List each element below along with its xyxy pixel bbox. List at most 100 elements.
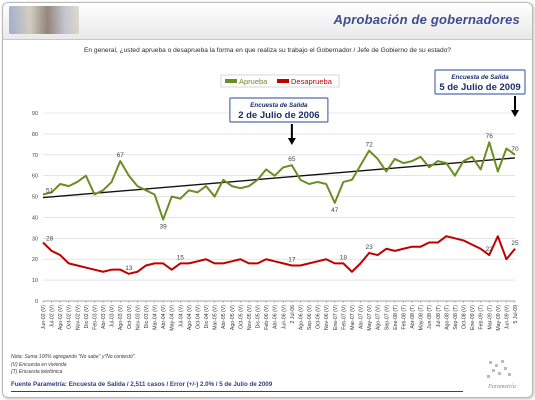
y-tick-label: 50 bbox=[32, 195, 38, 201]
x-tick-label: May-09 (V) bbox=[496, 305, 502, 331]
data-label: 47 bbox=[331, 207, 339, 214]
x-tick-label: Dic-05 (V) bbox=[256, 305, 262, 329]
x-tick-label: Dic-04 (V) bbox=[204, 305, 210, 329]
y-tick-label: 20 bbox=[32, 257, 38, 263]
data-label: 76 bbox=[486, 133, 494, 140]
parametria-logo: Parametría bbox=[487, 360, 516, 390]
x-tick-label: Ago-06 (V) bbox=[298, 305, 304, 330]
x-tick-label: Ene-08 (T) bbox=[393, 305, 399, 330]
x-tick-label: Ago-05 (V) bbox=[230, 305, 236, 330]
data-label: 28 bbox=[46, 236, 54, 243]
source-text: Fuente Parametría: Encuesta de Salida / … bbox=[11, 381, 273, 388]
x-tick-label: Jun-09 (V) bbox=[504, 305, 510, 329]
note-line: (T) Encuesta telefónica bbox=[11, 369, 63, 375]
x-tick-label: Ago-02 (V) bbox=[58, 305, 64, 330]
x-tick-label: Mar-05 (V) bbox=[213, 305, 219, 330]
x-tick-label: Nov-02 (V) bbox=[75, 305, 81, 330]
data-label: 17 bbox=[288, 256, 296, 263]
y-tick-label: 70 bbox=[32, 153, 38, 159]
data-label: 18 bbox=[340, 254, 348, 261]
x-tick-label: Ene-09 (V) bbox=[470, 305, 476, 330]
approve-series-line bbox=[42, 141, 516, 221]
x-tick-label: Feb-03 (V) bbox=[92, 305, 98, 330]
x-tick-label: Dic-03 (V) bbox=[144, 305, 150, 329]
x-tick-label: Abr-08 (T) bbox=[410, 305, 416, 329]
x-tick-label: Jul-02 (V) bbox=[50, 305, 56, 328]
footer-logo-text: Parametría bbox=[487, 384, 516, 390]
x-tick-label: Ago-07 (V) bbox=[376, 305, 382, 330]
data-label: 67 bbox=[117, 152, 125, 159]
x-tick-label: Oct-03 (V) bbox=[127, 305, 133, 329]
callout-date: 5 de Julio de 2009 bbox=[439, 82, 520, 93]
x-tick-label: Ago-03 (V) bbox=[118, 305, 124, 330]
x-tick-label: Ene-07 (V) bbox=[333, 305, 339, 330]
x-tick-label: Nov-03 (V) bbox=[135, 305, 141, 330]
x-tick-label: Oct-02 (V) bbox=[67, 305, 73, 329]
data-label: 23 bbox=[365, 244, 373, 251]
data-label: 51 bbox=[46, 187, 54, 194]
legend-label-disapprove: Desaprueba bbox=[291, 77, 333, 86]
x-tick-label: Nov-06 (V) bbox=[324, 305, 330, 330]
y-tick-label: 0 bbox=[35, 299, 38, 305]
chart-legend: Aprueba Desaprueba bbox=[220, 74, 340, 88]
x-tick-label: Abr-03 (V) bbox=[101, 305, 107, 329]
callout-title: Encuesta de Salida bbox=[451, 74, 509, 81]
note-line: Nota: Suma 100% agregando "No sabe" y"No… bbox=[11, 354, 136, 360]
data-label: 15 bbox=[177, 254, 185, 261]
note-line: (V) Encuesta en vivienda bbox=[11, 361, 67, 368]
x-tick-label: Feb-06 (V) bbox=[264, 305, 270, 330]
y-tick-label: 40 bbox=[32, 215, 38, 221]
legend-swatch-disapprove bbox=[277, 79, 289, 83]
x-tick-label: Jul-08 (T) bbox=[436, 305, 442, 327]
data-label: 39 bbox=[160, 224, 168, 231]
x-tick-label: Oct-06 (V) bbox=[316, 305, 322, 329]
y-tick-label: 80 bbox=[32, 132, 38, 138]
header-bar: Aprobación de gobernadores bbox=[3, 3, 532, 40]
x-tick-label: Jul-04 (V) bbox=[178, 305, 184, 328]
x-tick-label: Abr-04 (V) bbox=[161, 305, 167, 329]
y-tick-label: 90 bbox=[32, 111, 38, 117]
x-tick-label: Feb-07 (V) bbox=[341, 305, 347, 330]
x-tick-label: Jun-02 (V) bbox=[41, 305, 47, 329]
x-tick-label: Abr-06 (V) bbox=[273, 305, 279, 329]
data-label: 72 bbox=[365, 142, 373, 149]
x-tick-label: May-07 (V) bbox=[367, 305, 373, 331]
x-tick-label: Jun-06 (V) bbox=[281, 305, 287, 329]
x-tick-label: Oct-04 (V) bbox=[195, 305, 201, 329]
y-tick-label: 60 bbox=[32, 174, 38, 180]
legend-label-approve: Aprueba bbox=[239, 77, 268, 86]
x-tick-label: Sep-06 (V) bbox=[307, 305, 313, 330]
y-tick-label: 30 bbox=[32, 236, 38, 242]
x-tick-label: Jun-08 (T) bbox=[427, 305, 433, 329]
x-tick-label: May-04 (V) bbox=[170, 305, 176, 331]
callout-arrow-head bbox=[287, 138, 296, 145]
chart-notes: Nota: Suma 100% agregando "No sabe" y"No… bbox=[11, 354, 136, 377]
disapprove-series-line bbox=[42, 235, 516, 275]
callout-title: Encuesta de Salida bbox=[250, 102, 308, 109]
survey-question: En general, ¿usted aprueba o desaprueba … bbox=[84, 47, 451, 54]
x-tick-label: Oct-05 (V) bbox=[238, 305, 244, 329]
data-label: 70 bbox=[511, 146, 519, 153]
data-label: 13 bbox=[125, 265, 133, 272]
x-tick-label: Jul-03 (V) bbox=[110, 305, 116, 328]
x-tick-label: Feb-09 (T) bbox=[479, 305, 485, 330]
callout-date: 2 de Julio de 2006 bbox=[238, 110, 319, 121]
header-photo-collage bbox=[9, 6, 79, 34]
callout-box bbox=[434, 69, 526, 95]
data-label: 25 bbox=[511, 240, 519, 247]
x-tick-label: Abr-07 (V) bbox=[359, 305, 365, 329]
x-tick-label: Abr-05 (V) bbox=[221, 305, 227, 329]
data-label: 22 bbox=[486, 246, 494, 253]
callout-arrow-head bbox=[511, 110, 519, 117]
x-tick-label: Nov-05 (V) bbox=[247, 305, 253, 330]
x-tick-label: Ago-08 (T) bbox=[444, 305, 450, 330]
x-tick-label: 5 Jul-09 bbox=[513, 305, 519, 324]
x-tick-label: May-08 (T) bbox=[419, 305, 425, 331]
x-tick-label: 2 Jul-06 bbox=[290, 305, 296, 324]
x-tick-label: Mar-09 (T) bbox=[487, 305, 493, 330]
x-tick-label: Mar-07 (V) bbox=[350, 305, 356, 330]
approve-trend-line bbox=[42, 157, 516, 199]
